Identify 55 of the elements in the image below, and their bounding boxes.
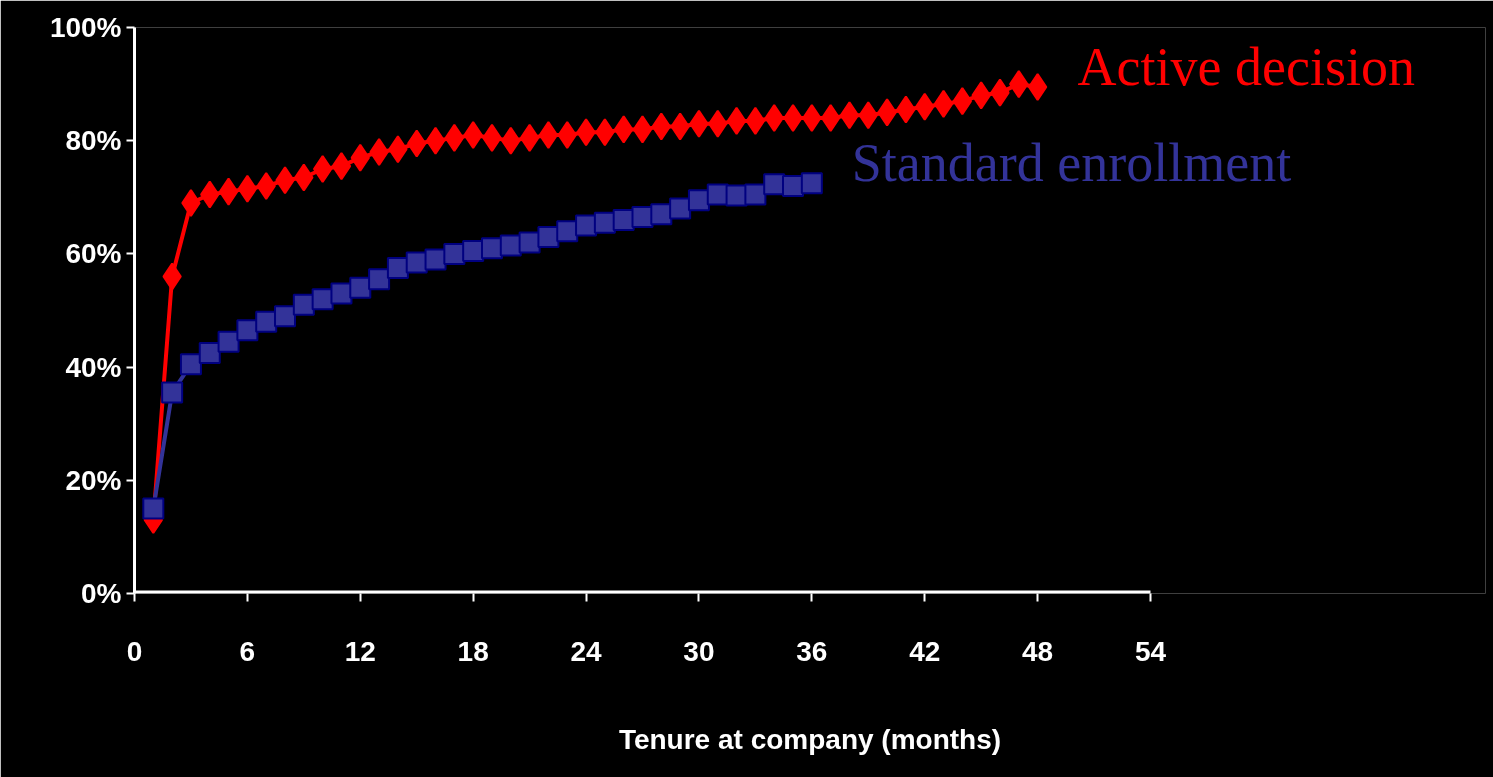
point (800, 172, 823, 195)
point (237, 174, 258, 203)
point (444, 123, 465, 152)
y-tick-label: 40% (65, 351, 122, 383)
point (538, 121, 559, 150)
x-tick-label: 18 (457, 635, 489, 667)
point (274, 305, 297, 328)
point (198, 341, 221, 364)
x-tick-label: 42 (909, 635, 941, 667)
x-axis-title: Tenure at company (months) (618, 723, 1002, 755)
point (425, 126, 446, 155)
point (236, 319, 259, 342)
point (744, 183, 767, 206)
point (933, 89, 954, 118)
point (217, 330, 240, 353)
x-tick-label: 54 (1134, 635, 1167, 667)
y-tick-label: 20% (65, 464, 122, 496)
point (839, 101, 860, 130)
point (312, 155, 333, 183)
point (952, 87, 973, 116)
point (255, 310, 278, 333)
x-tick-label: 48 (1022, 635, 1054, 667)
point (292, 293, 315, 316)
x-tick-label: 24 (570, 635, 603, 667)
point (556, 220, 579, 243)
point (330, 282, 353, 305)
y-tick-label: 0% (81, 578, 122, 609)
x-tick-label: 30 (683, 635, 715, 667)
point (519, 123, 540, 152)
series-label: Active decision (1077, 36, 1416, 97)
point (820, 104, 841, 133)
point (368, 268, 391, 291)
point (687, 189, 710, 212)
y-tick-label: 100% (49, 12, 122, 43)
point (669, 197, 692, 220)
y-tick-label: 60% (65, 238, 122, 270)
point (142, 497, 165, 520)
point (161, 381, 184, 404)
x-tick-label: 0 (126, 635, 143, 667)
point (386, 257, 409, 280)
x-tick-label: 12 (344, 635, 376, 667)
y-tick-label: 80% (65, 125, 122, 157)
point (1027, 72, 1048, 101)
series-label: Standard enrollment (851, 133, 1292, 194)
point (650, 203, 673, 226)
x-tick-label: 36 (796, 635, 828, 667)
point (726, 106, 747, 135)
point (218, 177, 239, 206)
point (632, 115, 653, 144)
x-tick-label: 6 (239, 635, 256, 667)
point (537, 225, 560, 248)
point (349, 276, 372, 299)
point (745, 106, 766, 135)
point (179, 353, 202, 376)
point (331, 152, 352, 181)
